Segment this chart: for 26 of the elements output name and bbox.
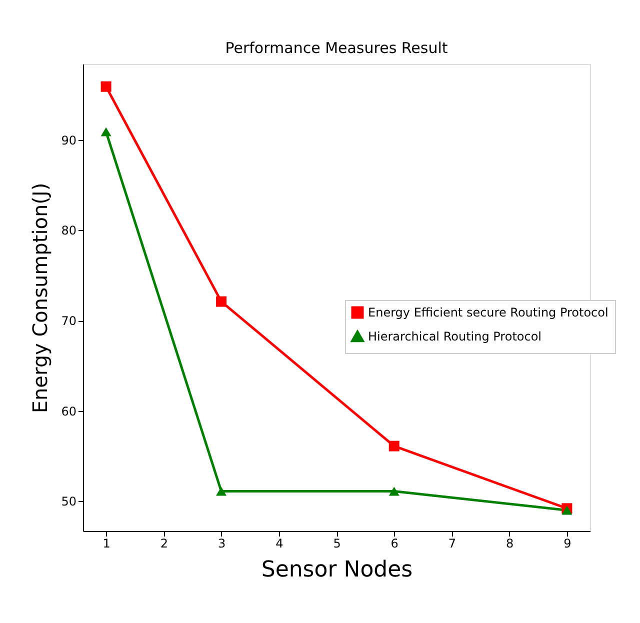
x-tick-label: 8 [506, 536, 514, 550]
x-tick-label: 7 [448, 536, 456, 550]
point [100, 127, 112, 136]
x-axis-title: Sensor Nodes [261, 558, 413, 582]
x-tick-label: 5 [333, 536, 341, 550]
x-tick-label: 2 [160, 536, 168, 550]
point [388, 486, 400, 496]
x-tick-label: 6 [390, 536, 398, 550]
y-tick-label: 70 [61, 314, 76, 328]
y-tick-label: 80 [61, 224, 76, 238]
x-tick-label: 1 [102, 536, 110, 550]
x-tick-label: 9 [564, 536, 572, 550]
point [216, 296, 227, 307]
y-tick-label: 90 [61, 133, 76, 148]
point [100, 81, 112, 92]
y-tick-label: 50 [61, 494, 76, 509]
chart-title: Performance Measures Result [225, 39, 448, 57]
legend-label: Energy Efficient secure Routing Protocol [368, 306, 608, 320]
y-axis-title: Energy Consumption(J) [28, 182, 52, 414]
point [388, 440, 400, 452]
point [216, 486, 227, 496]
x-tick-label: 4 [276, 536, 284, 550]
x-tick-label: 3 [218, 536, 226, 550]
point [562, 506, 572, 515]
y-tick-label: 60 [61, 404, 76, 418]
legend-label: Hierarchical Routing Protocol [368, 330, 542, 344]
